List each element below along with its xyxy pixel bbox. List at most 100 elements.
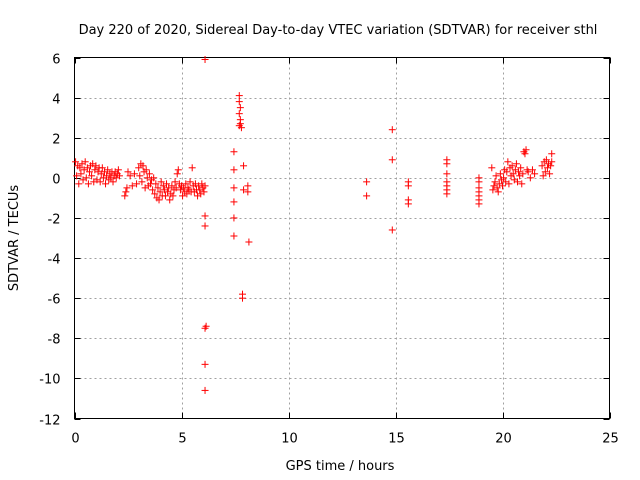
data-point bbox=[188, 164, 196, 172]
data-point bbox=[240, 186, 248, 194]
data-point bbox=[491, 178, 499, 186]
axis-ticks: 0 5 10 15 20 25 -12 -10 -8 -6 -4 -2 0 2 4 6 bbox=[39, 53, 619, 447]
y-tick-label: -2 bbox=[48, 213, 61, 228]
data-point bbox=[200, 188, 208, 196]
data-point bbox=[548, 158, 556, 166]
y-tick-label: -6 bbox=[48, 293, 61, 308]
data-point bbox=[230, 232, 238, 240]
plot-frame bbox=[74, 57, 610, 419]
y-tick-label: -4 bbox=[48, 253, 61, 268]
data-point bbox=[81, 158, 89, 166]
data-point bbox=[230, 198, 238, 206]
data-point bbox=[84, 180, 92, 188]
data-point bbox=[237, 124, 245, 132]
data-point bbox=[240, 162, 248, 170]
data-point bbox=[151, 190, 159, 198]
data-point bbox=[503, 168, 511, 176]
data-point bbox=[517, 164, 525, 172]
data-point bbox=[173, 170, 181, 178]
data-point bbox=[546, 170, 554, 178]
data-point bbox=[236, 104, 244, 112]
data-point bbox=[133, 180, 141, 188]
data-point bbox=[171, 178, 179, 186]
data-point bbox=[72, 158, 80, 166]
data-point bbox=[142, 166, 150, 174]
data-point bbox=[475, 178, 483, 186]
data-point bbox=[82, 174, 90, 182]
data-point bbox=[168, 182, 176, 190]
data-point bbox=[128, 182, 136, 190]
y-tick-label: 0 bbox=[52, 173, 60, 188]
data-point bbox=[201, 182, 209, 190]
data-point bbox=[235, 110, 243, 118]
data-point bbox=[135, 164, 143, 172]
data-point bbox=[88, 172, 96, 180]
data-point bbox=[201, 324, 209, 332]
data-point bbox=[152, 180, 160, 188]
data-point bbox=[230, 184, 238, 192]
data-points bbox=[72, 56, 556, 394]
data-point bbox=[230, 214, 238, 222]
grid-lines bbox=[74, 57, 610, 419]
data-point bbox=[166, 196, 174, 204]
data-point bbox=[96, 178, 104, 186]
data-point bbox=[98, 164, 106, 172]
data-point bbox=[179, 192, 187, 200]
data-point bbox=[75, 180, 83, 188]
data-point bbox=[500, 174, 508, 182]
data-point bbox=[183, 190, 191, 198]
data-point bbox=[102, 180, 110, 188]
data-point bbox=[518, 180, 526, 188]
x-tick-label: 25 bbox=[602, 432, 619, 447]
data-point bbox=[163, 180, 171, 188]
y-tick-label: -12 bbox=[39, 414, 60, 429]
data-point bbox=[174, 166, 182, 174]
data-point bbox=[182, 180, 190, 188]
data-point bbox=[488, 164, 496, 172]
data-point bbox=[235, 92, 243, 100]
data-point bbox=[136, 172, 144, 180]
y-tick-label: -8 bbox=[48, 333, 61, 348]
data-point bbox=[504, 158, 512, 166]
data-point bbox=[404, 182, 412, 190]
data-point bbox=[494, 188, 502, 196]
data-point bbox=[475, 200, 483, 208]
data-point bbox=[145, 170, 153, 178]
data-point bbox=[115, 172, 123, 180]
data-point bbox=[104, 166, 112, 174]
data-point bbox=[538, 162, 546, 170]
data-point bbox=[244, 182, 252, 190]
x-tick-label: 0 bbox=[71, 432, 79, 447]
data-point bbox=[201, 386, 209, 394]
data-point bbox=[531, 170, 539, 178]
data-point bbox=[528, 166, 536, 174]
data-point bbox=[186, 178, 194, 186]
data-point bbox=[139, 162, 147, 170]
data-point bbox=[245, 238, 253, 246]
data-point bbox=[150, 174, 158, 182]
y-tick-label: 2 bbox=[52, 133, 60, 148]
y-tick-label: -10 bbox=[39, 373, 60, 388]
data-point bbox=[499, 182, 506, 190]
data-point bbox=[201, 360, 209, 368]
data-point bbox=[121, 192, 129, 200]
data-point bbox=[443, 190, 451, 198]
y-axis-label: SDTVAR / TECUs bbox=[7, 185, 22, 292]
data-point bbox=[508, 162, 516, 170]
x-axis-label: GPS time / hours bbox=[286, 459, 395, 474]
data-point bbox=[201, 56, 209, 64]
data-point bbox=[122, 188, 130, 196]
data-point bbox=[124, 168, 132, 176]
x-tick-label: 10 bbox=[281, 432, 298, 447]
data-point bbox=[363, 178, 371, 186]
data-point bbox=[130, 170, 138, 178]
data-point bbox=[519, 170, 527, 178]
data-point bbox=[156, 188, 164, 196]
data-point bbox=[77, 170, 85, 178]
data-point bbox=[512, 160, 520, 168]
data-point bbox=[522, 146, 530, 154]
data-point bbox=[541, 168, 549, 176]
data-point bbox=[542, 156, 550, 164]
data-point bbox=[169, 192, 177, 200]
